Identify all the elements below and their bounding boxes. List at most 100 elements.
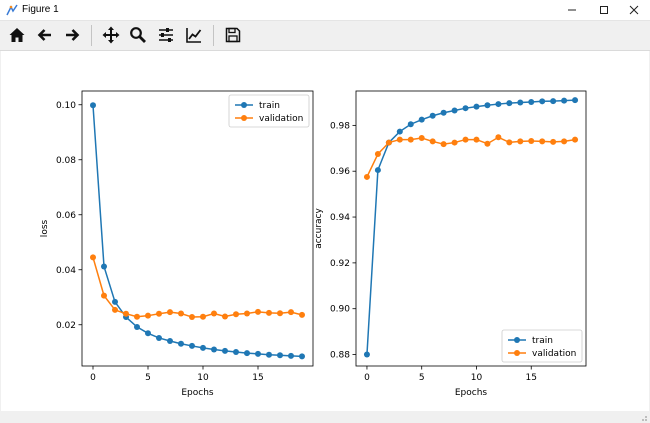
data-point-validation bbox=[462, 136, 469, 143]
data-point-validation bbox=[363, 173, 370, 180]
edit-axes-button[interactable] bbox=[182, 24, 206, 47]
legend: train validation bbox=[228, 94, 310, 128]
x-tick-label: 0 bbox=[90, 373, 96, 383]
legend-label-validation: validation bbox=[259, 114, 303, 124]
legend-label-train: train bbox=[532, 336, 553, 346]
data-point-train bbox=[484, 102, 491, 109]
data-point-validation bbox=[189, 314, 195, 321]
status-bar bbox=[0, 411, 650, 423]
data-point-train bbox=[101, 263, 107, 270]
toolbar-separator bbox=[91, 25, 92, 46]
window-titlebar: Figure 1 bbox=[0, 0, 650, 21]
data-point-validation bbox=[244, 310, 250, 317]
minimize-button[interactable] bbox=[558, 1, 586, 19]
data-point-validation bbox=[528, 137, 535, 144]
chart-2: 0 5 10 15 0.88 0.90 0.92 0.94 0.96 0.98 Epochs accu… bbox=[314, 90, 587, 398]
x-tick-label: 0 bbox=[364, 373, 370, 383]
figure-app-icon bbox=[6, 4, 18, 16]
y-tick-label: 0.90 bbox=[330, 305, 350, 315]
save-button[interactable] bbox=[221, 24, 245, 47]
zoom-button[interactable] bbox=[126, 24, 150, 47]
y-tick-label: 0.10 bbox=[56, 101, 76, 111]
data-point-train bbox=[233, 348, 239, 355]
data-point-validation bbox=[495, 134, 502, 141]
data-point-train bbox=[222, 347, 228, 354]
data-point-train bbox=[528, 99, 535, 105]
x-tick-label: 15 bbox=[526, 373, 537, 383]
data-point-train bbox=[112, 298, 118, 305]
legend-marker-validation bbox=[514, 350, 520, 356]
subplots-button[interactable] bbox=[154, 24, 178, 47]
data-point-validation bbox=[156, 310, 162, 317]
data-point-validation bbox=[233, 311, 239, 318]
data-point-train bbox=[506, 100, 513, 107]
resize-grip-icon[interactable] bbox=[638, 412, 648, 422]
y-tick-label: 0.98 bbox=[330, 121, 350, 131]
line-chart-icon bbox=[186, 28, 202, 43]
data-point-validation bbox=[374, 151, 381, 158]
data-point-train bbox=[561, 97, 568, 104]
y-tick-label: 0.04 bbox=[56, 266, 76, 276]
data-point-validation bbox=[277, 310, 283, 317]
toolbar-separator bbox=[213, 25, 214, 46]
figure-svg: 0 5 10 15 0.02 0.04 0.06 0.08 0.10 Epochs loss trai… bbox=[40, 90, 587, 398]
data-point-train bbox=[517, 99, 524, 106]
data-point-validation bbox=[255, 308, 261, 315]
sliders-icon bbox=[159, 28, 173, 42]
axes-frame bbox=[355, 90, 587, 367]
window-title: Figure 1 bbox=[22, 4, 59, 15]
x-tick-label: 5 bbox=[145, 373, 151, 383]
home-icon bbox=[9, 28, 25, 42]
minimize-icon bbox=[568, 9, 576, 11]
data-point-train bbox=[374, 167, 381, 174]
y-tick-label: 0.96 bbox=[330, 167, 350, 177]
data-point-validation bbox=[222, 313, 228, 320]
y-axis-label: loss bbox=[40, 219, 50, 237]
axes-frame bbox=[81, 90, 314, 367]
data-point-validation bbox=[473, 136, 480, 143]
data-point-validation bbox=[101, 292, 107, 299]
y-axis-label: accuracy bbox=[314, 208, 324, 249]
data-point-validation bbox=[451, 139, 458, 146]
pan-button[interactable] bbox=[99, 24, 123, 47]
data-point-train bbox=[156, 334, 162, 341]
data-point-validation bbox=[396, 136, 403, 143]
data-point-train bbox=[418, 116, 425, 123]
maximize-button[interactable] bbox=[590, 1, 618, 19]
y-tick-label: 0.06 bbox=[56, 211, 76, 221]
close-button[interactable] bbox=[620, 1, 648, 19]
magnifier-icon bbox=[130, 27, 146, 43]
data-point-train bbox=[134, 323, 140, 330]
data-point-validation bbox=[200, 313, 206, 320]
data-point-validation bbox=[561, 138, 568, 145]
data-point-validation bbox=[145, 312, 151, 319]
back-button[interactable] bbox=[33, 24, 57, 47]
data-point-validation bbox=[385, 139, 392, 146]
data-point-train bbox=[440, 109, 447, 116]
data-point-validation bbox=[288, 309, 294, 316]
data-point-validation bbox=[90, 254, 96, 261]
data-point-train bbox=[167, 337, 173, 344]
data-point-validation bbox=[167, 309, 173, 316]
home-button[interactable] bbox=[5, 24, 29, 47]
x-tick-label: 15 bbox=[252, 373, 263, 383]
figure-canvas[interactable]: 0 5 10 15 0.02 0.04 0.06 0.08 0.10 Epochs loss trai… bbox=[1, 51, 649, 411]
data-point-validation bbox=[123, 310, 129, 317]
data-point-validation bbox=[440, 141, 447, 148]
legend-label-train: train bbox=[259, 101, 280, 111]
data-point-validation bbox=[178, 310, 184, 317]
data-point-train bbox=[429, 112, 436, 119]
legend-label-validation: validation bbox=[532, 349, 576, 359]
data-point-validation bbox=[539, 138, 546, 145]
x-tick-label: 5 bbox=[419, 373, 425, 383]
data-point-train bbox=[255, 350, 261, 357]
data-point-validation bbox=[506, 139, 513, 146]
forward-button[interactable] bbox=[60, 24, 84, 47]
data-point-train bbox=[550, 98, 557, 105]
x-axis-label: Epochs bbox=[455, 388, 488, 398]
data-point-train bbox=[211, 346, 217, 353]
y-tick-label: 0.02 bbox=[56, 321, 76, 331]
y-tick-label: 0.94 bbox=[330, 213, 350, 223]
data-point-train bbox=[189, 342, 195, 349]
y-tick-label: 0.92 bbox=[330, 259, 350, 269]
